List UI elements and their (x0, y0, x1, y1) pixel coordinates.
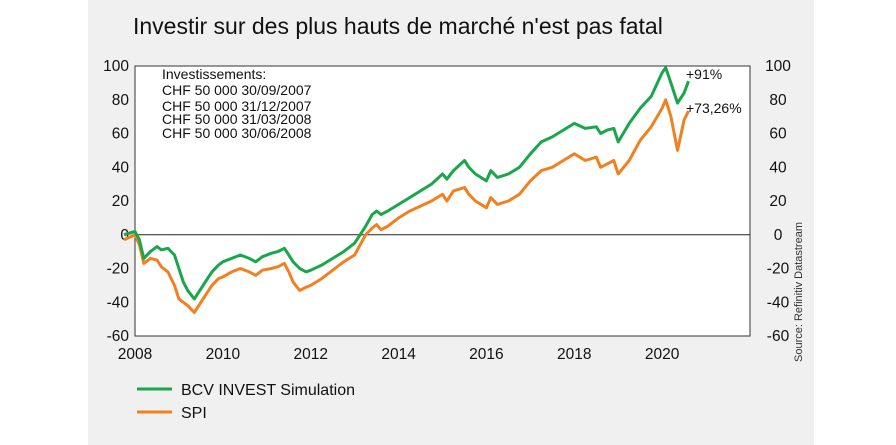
y-tick-label-right: 20 (769, 193, 787, 210)
y-tick-label-right: -60 (767, 328, 790, 345)
legend-label-orange: SPI (181, 405, 207, 422)
axis-layer (134, 65, 751, 337)
annotation-line: CHF 50 000 31/03/2008 (162, 111, 312, 127)
annotation-line: CHF 50 000 30/06/2008 (162, 125, 312, 141)
y-tick-label-right: 40 (769, 159, 787, 176)
y-tick-label-left: 80 (112, 92, 130, 109)
y-tick-label-right: 100 (765, 58, 791, 75)
y-tick-label-left: 60 (112, 126, 130, 143)
annotation-line: CHF 50 000 30/09/2007 (162, 82, 312, 98)
plot-area (134, 65, 751, 337)
y-tick-label-left: 20 (112, 193, 130, 210)
x-tick-label: 2012 (293, 346, 327, 363)
series-line-spi (123, 98, 690, 314)
y-tick-label-right: -20 (767, 261, 790, 278)
annotation-line: CHF 50 000 31/12/2007 (162, 98, 312, 114)
series-lines (123, 66, 690, 314)
legend-label-green: BCV INVEST Simulation (181, 382, 355, 399)
x-tick-label: 2016 (469, 346, 503, 363)
x-tick-label: 2014 (381, 346, 416, 363)
orange-end-label: +73,26% (686, 100, 742, 116)
y-tick-label-right: 60 (769, 126, 787, 143)
annotation-line: Investissements: (162, 66, 266, 82)
source-note: Source: Refinitiv Datastream (793, 222, 805, 362)
x-tick-label: 2018 (557, 346, 591, 363)
y-tick-label-left: -60 (107, 328, 130, 345)
legend: BCV INVEST Simulation SPI (137, 382, 355, 422)
x-tick-label: 2008 (118, 346, 152, 363)
y-tick-label-left: 100 (103, 58, 129, 75)
series-line-bcv-invest (123, 66, 690, 301)
chart-title: Investir sur des plus hauts de marché n'… (133, 13, 663, 39)
y-tick-label-right: 0 (774, 227, 783, 244)
y-tick-label-left: -40 (107, 294, 130, 311)
x-tick-label: 2020 (645, 346, 680, 363)
y-tick-label-left: 40 (112, 159, 130, 176)
y-tick-label-right: -40 (767, 294, 790, 311)
y-tick-label-left: -20 (107, 261, 130, 278)
y-tick-label-right: 80 (769, 92, 787, 109)
x-tick-label: 2010 (206, 346, 241, 363)
green-end-label: +91% (686, 66, 722, 82)
investment-annotation: Investissements: CHF 50 000 30/09/2007 C… (162, 66, 312, 141)
